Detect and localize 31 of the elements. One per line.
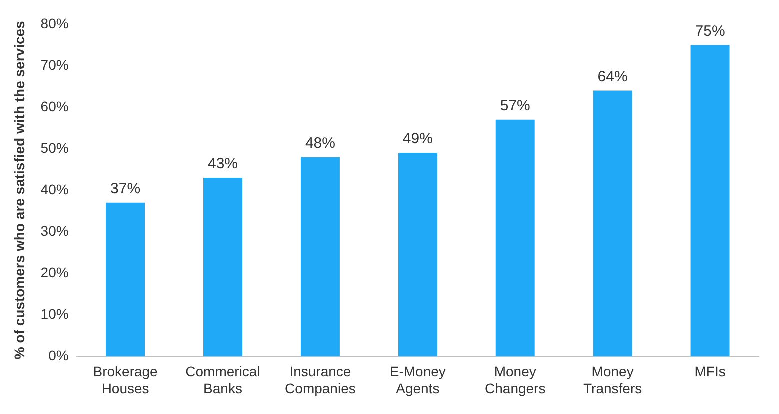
bar	[690, 45, 730, 356]
x-tick-label: E-Money Agents	[390, 364, 446, 396]
bar	[106, 202, 146, 356]
data-label: 75%	[695, 22, 726, 40]
data-label: 43%	[208, 156, 238, 173]
bar	[593, 90, 632, 356]
y-tick-label: 20%	[40, 264, 69, 280]
bar	[496, 120, 535, 356]
x-tick-label: Commerical Banks	[186, 364, 260, 396]
y-tick-label: 10%	[40, 306, 69, 322]
y-tick-label: 30%	[40, 222, 69, 239]
x-tick-label: Money Transfers	[584, 364, 642, 396]
bar	[300, 157, 340, 356]
y-tick-label: 40%	[40, 181, 69, 198]
x-tick-label: MFIs	[694, 364, 726, 380]
data-label: 48%	[305, 134, 336, 152]
y-tick-label: 60%	[40, 98, 69, 114]
x-tick-label: Money Changers	[485, 364, 546, 396]
y-tick-label: 50%	[40, 140, 69, 156]
y-tick-label: 80%	[40, 15, 69, 32]
y-axis-title: % of customers who are satisfied with the services	[11, 20, 28, 360]
x-tick-label: Insurance Companies	[285, 364, 356, 396]
data-label: 49%	[402, 130, 433, 148]
bar	[204, 178, 242, 356]
data-label: 57%	[500, 97, 530, 114]
x-tick-label: Brokerage Houses	[93, 364, 158, 396]
bar	[398, 153, 438, 356]
data-label: 37%	[110, 180, 141, 198]
data-label: 64%	[598, 68, 628, 86]
y-tick-label: 70%	[40, 56, 69, 73]
y-tick-label: 0%	[48, 347, 69, 364]
